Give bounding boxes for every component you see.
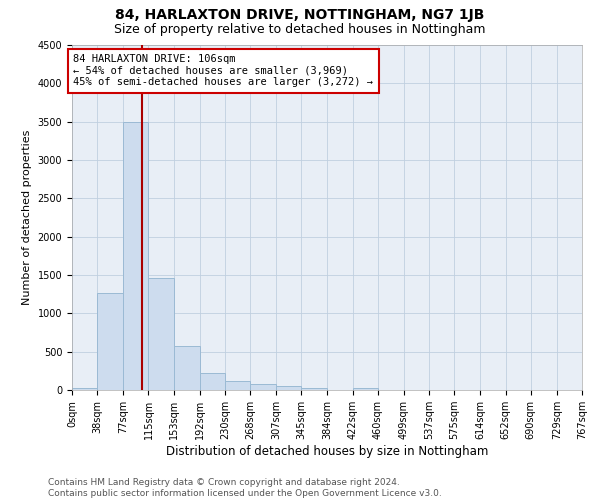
X-axis label: Distribution of detached houses by size in Nottingham: Distribution of detached houses by size … [166, 445, 488, 458]
Bar [301, 388, 328, 390]
Bar [97, 292, 123, 390]
Text: Size of property relative to detached houses in Nottingham: Size of property relative to detached ho… [114, 22, 486, 36]
Text: Contains HM Land Registry data © Crown copyright and database right 2024.
Contai: Contains HM Land Registry data © Crown c… [48, 478, 442, 498]
Text: 84 HARLAXTON DRIVE: 106sqm
← 54% of detached houses are smaller (3,969)
45% of s: 84 HARLAXTON DRIVE: 106sqm ← 54% of deta… [73, 54, 373, 88]
Bar [123, 122, 148, 390]
Bar [276, 386, 301, 390]
Text: 84, HARLAXTON DRIVE, NOTTINGHAM, NG7 1JB: 84, HARLAXTON DRIVE, NOTTINGHAM, NG7 1JB [115, 8, 485, 22]
Bar [148, 278, 174, 390]
Bar [353, 388, 378, 390]
Bar [174, 346, 200, 390]
Bar [200, 373, 225, 390]
Bar [72, 388, 97, 390]
Bar [250, 384, 276, 390]
Bar [225, 381, 250, 390]
Y-axis label: Number of detached properties: Number of detached properties [22, 130, 32, 305]
